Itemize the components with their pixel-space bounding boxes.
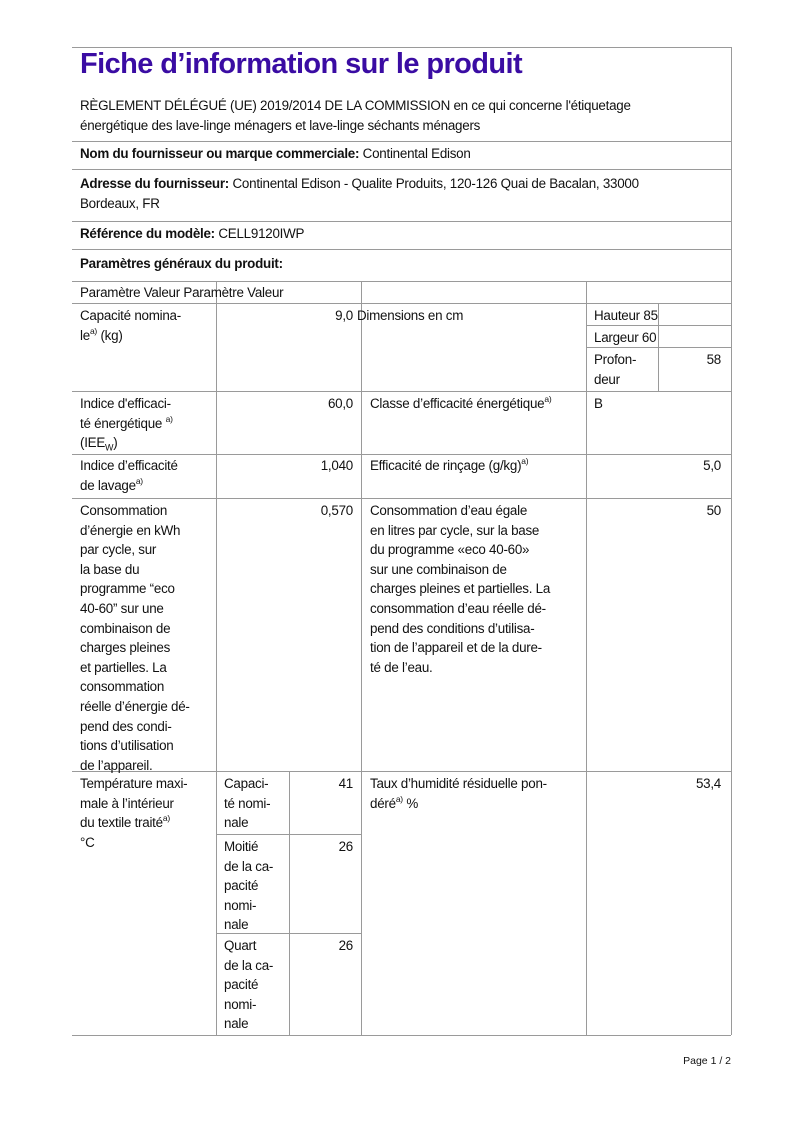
temp-half-value: 26 [338,839,354,854]
rule [731,47,732,1035]
height-cell: Hauteur 85 [594,306,658,326]
model-value: CELL9120IWP [214,226,305,241]
energy-class-text: Classe d’efficacité énergétique [370,396,545,411]
rule [72,771,731,772]
supplier-value: Continental Edison [359,146,471,161]
eei-label: Indice d'efficaci- té énergétique a) (IE… [80,394,208,453]
max-temp-unit: °C [80,834,95,850]
rule [72,221,731,222]
capacity-unit: (kg) [97,327,123,343]
water-consumption-label: Consommation d’eau égale en litres par c… [370,503,551,675]
supplier-address: Adresse du fournisseur: Continental Edis… [80,174,639,213]
page-number: Page 1 / 2 [683,1055,731,1067]
max-temp-text: Température maxi- male à l’intérieur du … [80,776,188,831]
rule [658,303,659,391]
energy-consumption-label: Consommation d’énergie en kWh par cycle,… [80,503,190,773]
moisture-value: 53,4 [695,776,721,791]
temp-full-label: Capaci- té nomi- nale [224,776,271,831]
water-consumption-value: 50 [706,503,722,518]
energy-class-label: Classe d’efficacité énergétiquea) [370,394,552,414]
width-cell: Largeur 60 [594,328,657,348]
depth-label: Profon- deur [594,352,637,387]
temp-full-value: 41 [338,776,354,791]
width-label: Largeur [594,330,639,345]
height-value: 85 [643,308,658,323]
capacity-label-text: Capacité nomina- le [80,308,181,343]
footnote-mark: a) [395,793,403,804]
rule [586,281,587,1035]
eei-unit: (IEE [80,435,106,451]
eei-unit-close: ) [113,435,118,451]
depth-value: 58 [706,352,722,367]
rule [72,141,731,142]
energy-consumption-value: 0,570 [320,503,354,518]
address-value: Continental Edison - Qualite Produits, 1… [80,176,639,211]
width-value: 60 [641,330,657,345]
regulation-text: RÈGLEMENT DÉLÉGUÉ (UE) 2019/2014 DE LA C… [80,98,631,133]
rule [72,169,731,170]
rule [289,771,290,1035]
wash-index-text: Indice d’efficacité de lavage [80,458,178,493]
footnote-mark: a) [165,413,173,424]
temp-quarter-value: 26 [338,938,354,953]
rule [72,1035,731,1036]
supplier-name: Nom du fournisseur ou marque commerciale… [80,144,471,164]
model-reference: Référence du modèle: CELL9120IWP [80,224,304,244]
footnote-mark: a) [135,475,143,486]
rinse-value: 5,0 [703,458,721,473]
moisture-unit: % [402,795,419,811]
rule [361,281,362,1035]
dimensions-label: Dimensions en cm [357,308,464,323]
rule [216,933,361,934]
footnote-mark: a) [521,456,529,466]
temp-quarter-label: Quart de la ca- pacité nomi- nale [224,938,274,1032]
capacity-label: Capacité nomina- lea) (kg) [80,306,208,345]
rule [72,391,731,392]
rinse-label: Efficacité de rinçage (g/kg)a) [370,456,529,476]
model-label: Référence du modèle: [80,226,215,241]
rule [72,249,731,250]
rinse-text: Efficacité de rinçage (g/kg) [370,458,522,473]
wash-index-label: Indice d’efficacité de lavagea) [80,456,208,495]
rule [72,454,731,455]
eei-label-text: Indice d'efficaci- té énergétique [80,396,171,431]
address-label: Adresse du fournisseur: [80,176,230,191]
table-header: Paramètre Valeur Paramètre Valeur [80,285,284,300]
max-temp-label: Température maxi- male à l’intérieur du … [80,774,210,852]
moisture-text: Taux d’humidité résiduelle pon- déré [370,776,547,811]
capacity-value: 9,0 [335,308,353,323]
rule [216,834,361,835]
supplier-label: Nom du fournisseur ou marque commerciale… [80,146,360,161]
rule [72,47,731,48]
rule [72,281,731,282]
footnote-mark: a) [544,394,552,404]
footnote-mark: a) [162,813,170,824]
general-params-heading: Paramètres généraux du produit: [80,256,283,271]
rule [72,303,731,304]
page-title: Fiche d’information sur le produit [80,48,523,80]
eei-unit-sub: W [105,442,114,453]
rule [72,498,731,499]
wash-index-value: 1,040 [320,458,354,473]
temp-half-label: Moitié de la ca- pacité nomi- nale [224,839,274,933]
height-label: Hauteur [594,308,640,323]
moisture-label: Taux d’humidité résiduelle pon- déréa) % [370,774,547,813]
footnote-mark: a) [89,325,97,336]
eei-value: 60,0 [327,396,353,411]
energy-class-value: B [594,396,603,411]
rule [216,281,217,1035]
